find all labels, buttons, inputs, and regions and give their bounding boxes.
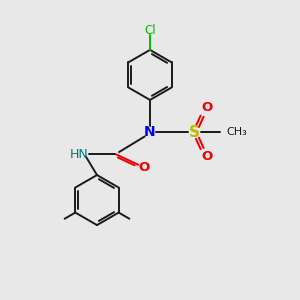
Text: Cl: Cl bbox=[144, 24, 156, 37]
Text: HN: HN bbox=[70, 148, 89, 161]
Text: O: O bbox=[201, 101, 212, 114]
Text: O: O bbox=[138, 160, 149, 174]
Text: O: O bbox=[201, 150, 212, 163]
Text: S: S bbox=[189, 125, 200, 140]
Text: N: N bbox=[144, 125, 156, 139]
Text: CH₃: CH₃ bbox=[226, 127, 247, 137]
